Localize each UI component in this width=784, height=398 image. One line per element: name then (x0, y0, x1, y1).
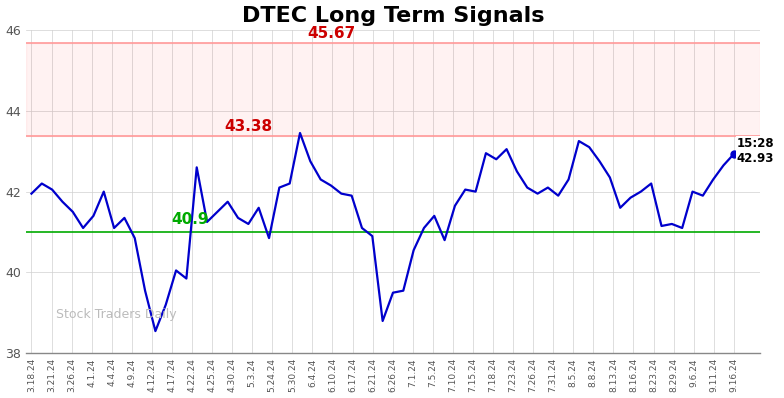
Text: 15:28
42.93: 15:28 42.93 (737, 137, 775, 165)
Bar (27, 43, 760, 136)
Text: 43.38: 43.38 (224, 119, 272, 134)
Title: DTEC Long Term Signals: DTEC Long Term Signals (241, 6, 544, 25)
Text: Stock Traders Daily: Stock Traders Daily (56, 308, 176, 321)
Text: 45.67: 45.67 (307, 26, 355, 41)
Text: 40.9: 40.9 (171, 212, 209, 227)
